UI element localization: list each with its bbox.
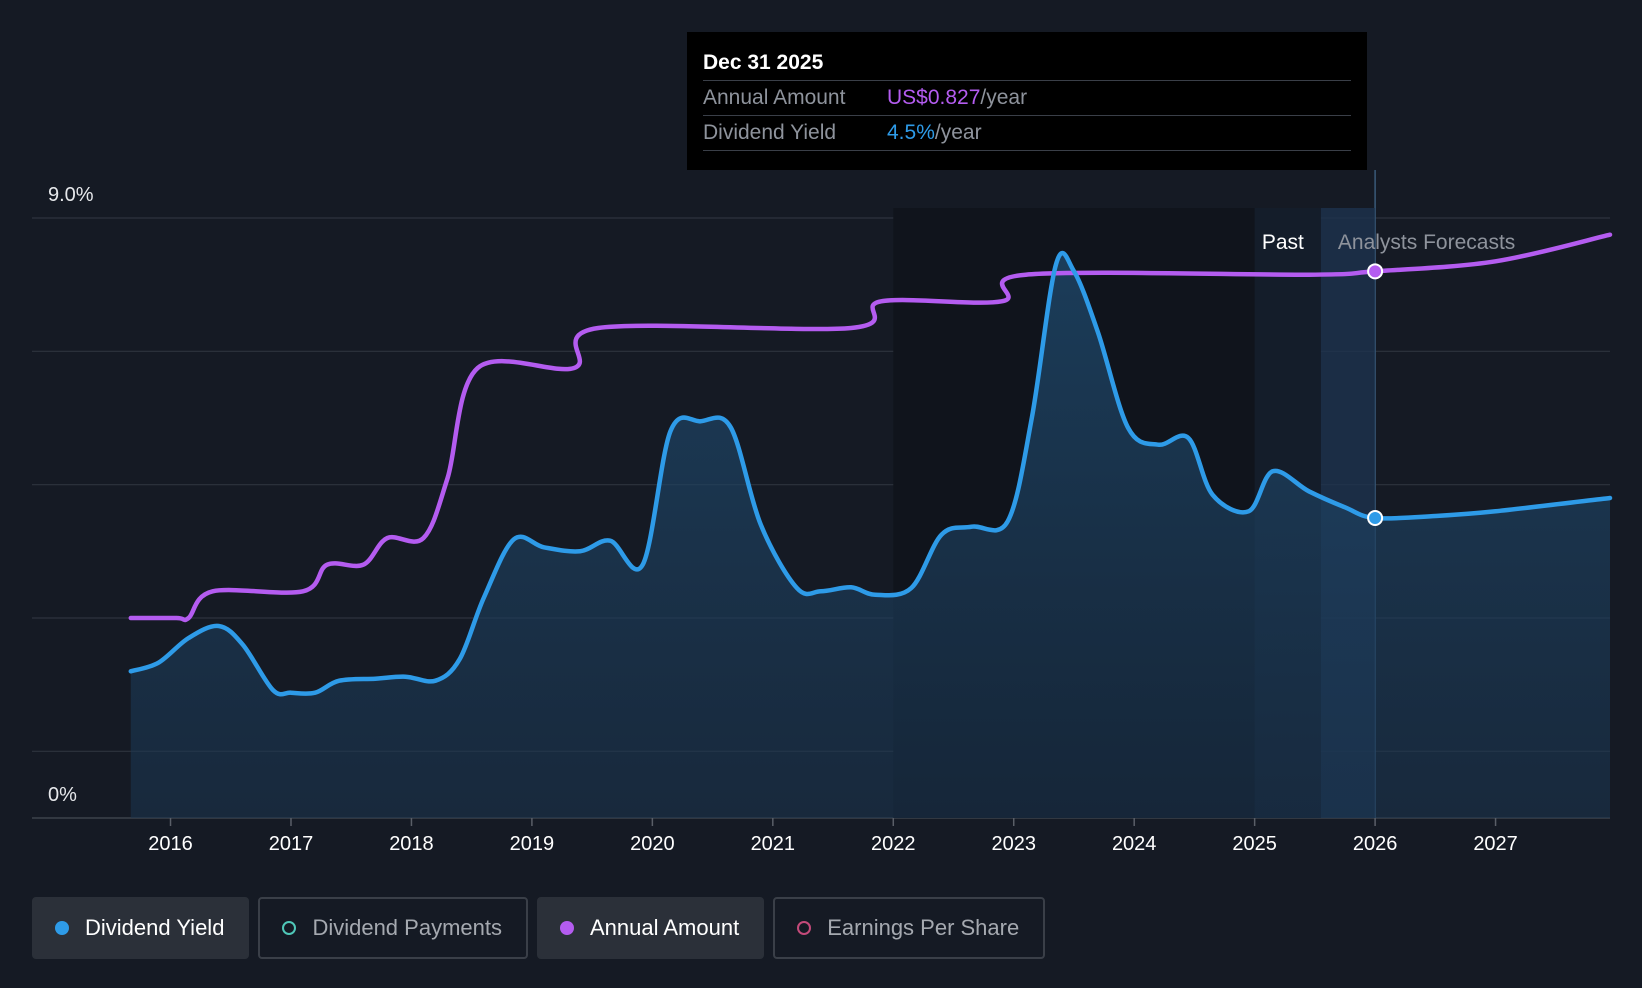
x-tick-label: 2017 — [269, 833, 314, 855]
tooltip-yield-value: 4.5% — [887, 121, 935, 144]
legend: Dividend Yield Dividend Payments Annual … — [32, 897, 1046, 959]
tooltip-yield-unit: /year — [934, 121, 982, 144]
earnings-per-share-ring-icon — [797, 921, 812, 935]
x-tick-label: 2023 — [991, 833, 1036, 855]
legend-annual-amount-label: Annual Amount — [589, 915, 740, 940]
tooltip-date: Dec 31 2025 — [703, 46, 1351, 81]
past-label: Past — [1262, 231, 1304, 254]
dividend-yield-marker — [1367, 510, 1384, 526]
tooltip-annual-row: Annual Amount US$0.827 /year — [703, 81, 1351, 116]
x-tick-label: 2019 — [510, 833, 555, 855]
tooltip-annual-label: Annual Amount — [703, 86, 846, 109]
legend-annual-amount-button[interactable]: Annual Amount — [536, 897, 765, 959]
forecast-label: Analysts Forecasts — [1338, 231, 1515, 254]
tooltip-annual-unit: /year — [980, 86, 1028, 109]
x-tick-label: 2018 — [389, 833, 434, 855]
x-tick-label: 2021 — [751, 833, 796, 855]
tooltip: Dec 31 2025 Annual Amount US$0.827 /year… — [687, 32, 1367, 170]
x-tick-label: 2027 — [1473, 833, 1518, 855]
series-lines — [128, 232, 1613, 697]
annual-amount-marker — [1367, 263, 1384, 280]
dividend-yield-line — [128, 250, 1613, 697]
tooltip-yield-row: Dividend Yield 4.5% /year — [703, 116, 1351, 151]
legend-dividend-payments-label: Dividend Payments — [312, 915, 502, 940]
annual-amount-line — [128, 232, 1613, 623]
x-tick-label: 2020 — [630, 833, 675, 855]
dividend-yield-area — [130, 252, 1610, 818]
y-label-top: 9.0% — [48, 184, 94, 206]
dividend-yield-dot-icon — [55, 921, 69, 935]
y-label-bottom: 0% — [48, 784, 77, 806]
legend-dividend-yield-button[interactable]: Dividend Yield — [32, 897, 250, 959]
x-tick-label: 2022 — [871, 833, 916, 855]
markers — [1367, 263, 1384, 526]
x-tick-label: 2016 — [148, 833, 193, 855]
x-tick-label: 2024 — [1112, 833, 1157, 855]
legend-dividend-yield-label: Dividend Yield — [85, 915, 225, 940]
legend-dividend-payments-button[interactable]: Dividend Payments — [258, 897, 528, 959]
tooltip-yield-label: Dividend Yield — [703, 121, 837, 144]
tooltip-annual-value: US$0.827 — [887, 86, 981, 109]
annual-amount-dot-icon — [559, 921, 574, 935]
chart-text: 9.0% 0% Past Analysts Forecasts 2016 2017 2018… — [48, 184, 1518, 855]
yield-area — [130, 252, 1610, 818]
x-tick-label: 2025 — [1232, 833, 1277, 855]
x-tick-label: 2026 — [1353, 833, 1398, 855]
legend-earnings-per-share-button[interactable]: Earnings Per Share — [773, 897, 1046, 959]
dividend-payments-ring-icon — [282, 921, 297, 935]
legend-earnings-per-share-label: Earnings Per Share — [827, 915, 1020, 940]
